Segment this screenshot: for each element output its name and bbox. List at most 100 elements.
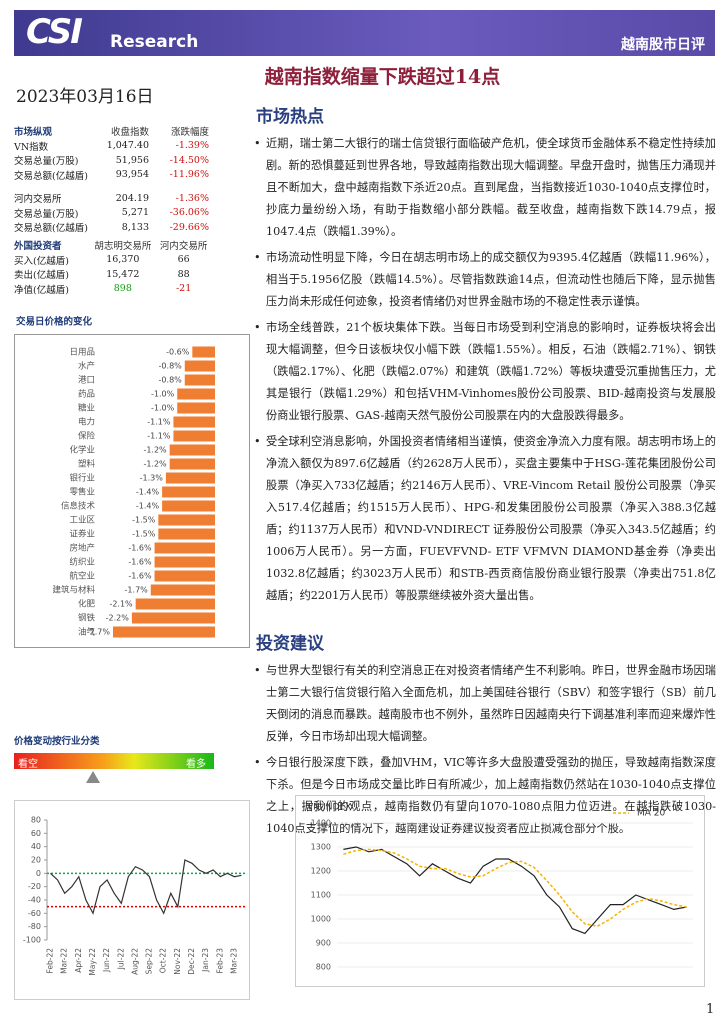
bullet-text: 与世界大型银行有关的利空消息正在对投资者情绪产生不利影响。昨日，世界金融市场因瑞… (254, 660, 716, 748)
table-row: 卖出(亿越盾) 15,472 88 (14, 267, 214, 282)
bar (192, 346, 215, 358)
category-label: 工业区 (69, 515, 95, 526)
category-label: 糖业 (78, 403, 95, 414)
table-cell: 卖出(亿越盾) (14, 270, 69, 282)
bullish-label: 看多 (186, 759, 206, 770)
table-cell: -1.39% (175, 140, 209, 152)
table-cell: 交易总量(万股) (14, 208, 79, 220)
table-row: 交易总额(亿越盾) 93,954 -11.96% (14, 168, 214, 183)
chart-title: VN-INDEX (307, 803, 351, 813)
bar (150, 584, 215, 596)
header-cell: 收盘指数 (110, 127, 149, 139)
market-table: 市场纵观 收盘指数 涨跌幅度 VN指数 1,047.40 -1.39% 交易总量(万股) 51… (14, 124, 214, 235)
y-tick-label: 900 (316, 939, 331, 948)
y-tick-label: 80 (31, 816, 41, 825)
category-label: 航空业 (69, 571, 95, 582)
y-tick-label: -60 (28, 909, 41, 918)
bar (165, 472, 215, 484)
category-label: 纺织业 (69, 557, 95, 568)
category-label: 信息技术 (61, 501, 96, 512)
category-label: 水产 (78, 361, 95, 372)
category-label: 保险 (78, 431, 96, 442)
x-tick-label: Mar-22 (60, 948, 69, 974)
table-row: 买入(亿越盾) 16,370 66 (14, 253, 214, 268)
x-tick-label: Aug-22 (130, 948, 139, 975)
x-tick-label: Feb-23 (215, 948, 224, 974)
table-cell: 16,370 (106, 254, 140, 266)
table-cell: 5,271 (121, 207, 149, 219)
table-cell: 51,956 (115, 154, 149, 166)
bar (154, 556, 215, 568)
table-cell: 交易总额(亿越盾) (14, 223, 88, 235)
chart-frame (14, 800, 250, 1000)
page-number: 1 (706, 1002, 715, 1017)
report-type: 越南股市日评 (621, 37, 705, 53)
bullet-text: 受全球利空消息影响，外国投资者情绪相当谨慎，使资金净流入力度有限。胡志明市场上的… (254, 431, 716, 607)
category-label: 化学业 (69, 445, 95, 456)
value-label: -1.1% (147, 432, 171, 441)
bullet-text: 市场全线普跌，21个板块集体下跌。当每日市场受到利空消息的影响时，证券板块将会出… (254, 317, 716, 427)
table-cell: 15,472 (106, 268, 140, 280)
brand: Research (110, 32, 199, 52)
table-cell: VN指数 (14, 141, 49, 153)
y-tick-label: -80 (28, 922, 41, 931)
y-tick-label: 1000 (311, 915, 331, 924)
value-label: -0.8% (159, 376, 183, 385)
category-label: 电力 (78, 417, 95, 428)
table-cell: -11.96% (169, 169, 209, 181)
bar (169, 444, 215, 456)
section-heading: 市场热点 (256, 107, 324, 127)
sentiment-bar: 看空 看多 (14, 753, 214, 770)
table-row: 交易总量(万股) 5,271 -36.06% (14, 206, 214, 221)
y-tick-label: 1200 (311, 867, 331, 876)
bar (169, 458, 215, 470)
table-header: 市场纵观 收盘指数 涨跌幅度 (14, 124, 214, 139)
value-label: -2.2% (106, 614, 130, 623)
table-cell: 93,954 (115, 169, 149, 181)
table-cell: -36.06% (169, 207, 209, 219)
value-label: -0.6% (166, 348, 190, 357)
sentiment-marker (86, 771, 100, 783)
x-tick-label: May-22 (88, 948, 97, 976)
table-cell: -1.36% (175, 192, 209, 204)
header-bar: CSI Research 越南股市日评 (14, 10, 715, 56)
y-tick-label: -40 (28, 896, 41, 905)
headline: 越南指数缩量下跌超过14点 (264, 66, 501, 88)
value-label: -1.5% (132, 530, 156, 539)
table-cell: -29.66% (169, 221, 209, 233)
bullet-text: 近期，瑞士第二大银行的瑞士信贷银行面临破产危机，使全球货币金融体系不稳定性持续加… (254, 133, 716, 243)
bar (154, 542, 215, 554)
table-row: VN指数 1,047.40 -1.39% (14, 139, 214, 154)
category-label: 日用品 (69, 348, 95, 358)
header-cell: 涨跌幅度 (170, 127, 209, 139)
y-tick-label: 1400 (311, 819, 331, 828)
series-line (343, 848, 687, 927)
bar (177, 402, 215, 414)
bullet-list: 与世界大型银行有关的利空消息正在对投资者情绪产生不利影响。昨日，世界金融市场因瑞… (254, 660, 716, 840)
sentiment-title: 价格变动按行业分类 (14, 736, 100, 747)
category-label: 油气 (78, 627, 96, 638)
bar (184, 360, 215, 372)
bearish-label: 看空 (18, 759, 38, 770)
table-row: 交易总额(亿越盾) 8,133 -29.66% (14, 220, 214, 235)
article: 市场热点近期，瑞士第二大银行的瑞士信贷银行面临破产危机，使全球货币金融体系不稳定… (254, 102, 716, 862)
header-cell: 外国投资者 (14, 241, 62, 253)
oscillator-chart: 80 60 40 20 0 -20 -40 -60 -80 -100 Feb-22 Mar-22 Apr… (14, 800, 250, 1000)
bar (162, 486, 215, 498)
header-cell: 市场纵观 (14, 127, 53, 139)
y-tick-label: 0 (36, 869, 41, 878)
bar (162, 500, 215, 512)
y-tick-label: 1300 (311, 843, 331, 852)
category-label: 银行业 (69, 473, 95, 484)
legend-label: MA 20 (637, 809, 666, 819)
series-line (50, 859, 242, 915)
table-cell: 交易总量(万股) (14, 156, 79, 168)
bullet-text: 今日银行股深度下跌，叠加VHM，VIC等许多大盘股遭受强劲的抛压，导致越南指数深… (254, 752, 716, 840)
value-label: -1.2% (143, 460, 167, 469)
table-cell: 66 (177, 254, 190, 266)
y-tick-label: -100 (23, 936, 41, 945)
table-cell: 1,047.40 (106, 140, 149, 152)
vnindex-chart: VN-INDEX 800 900 1000 1100 1200 1300 1400 MA 20 (295, 795, 705, 987)
